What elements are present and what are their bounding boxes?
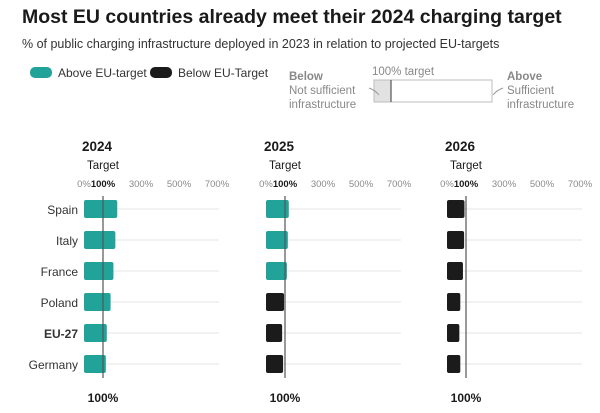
key-below-text-2: infrastructure [289, 99, 356, 111]
panel-2024-bar-france [84, 262, 114, 280]
panel-2024-bar-poland [84, 293, 111, 311]
key-target-label: 100% target [372, 66, 435, 78]
panel-2025-tick-100: 100% [273, 179, 298, 190]
key-range-box [373, 79, 493, 103]
panel-2024-tick-100: 100% [91, 179, 116, 190]
category-label-germany: Germany [29, 358, 78, 372]
legend-swatch-below [150, 67, 172, 78]
panel-2026-bar-italy [447, 231, 465, 249]
key-below-arrow [368, 87, 380, 96]
panel-2025-bar-france [266, 262, 287, 280]
panel-2025-tick-300: 300% [311, 179, 336, 190]
panel-2024-tick-500: 500% [167, 179, 192, 190]
panel-2026-tick-700: 700% [568, 179, 593, 190]
panel-2025-target-label: Target [269, 160, 302, 172]
panel-2024-title: 2024 [82, 139, 113, 154]
panel-2026-bar-poland [447, 293, 461, 311]
panel-2025-title: 2025 [264, 139, 295, 154]
chart-subtitle: % of public charging infrastructure depl… [22, 37, 500, 51]
panel-2024-target-label: Target [87, 160, 120, 172]
panel-2025-tick-0: 0% [259, 179, 273, 190]
panel-2026-bar-germany [447, 355, 461, 373]
panel-2026-target-bottom-label: 100% [451, 391, 482, 405]
panel-2026-tick-300: 300% [492, 179, 517, 190]
panel-2026-target-label: Target [450, 160, 483, 172]
key-above-arrow [492, 87, 504, 96]
panel-2024-tick-0: 0% [77, 179, 91, 190]
panel-2025-tick-700: 700% [387, 179, 412, 190]
key-below-zone [373, 79, 392, 103]
panel-2024-tick-700: 700% [205, 179, 230, 190]
category-label-italy: Italy [56, 234, 78, 248]
panel-2026-bar-france [447, 262, 463, 280]
panel-2026-tick-0: 0% [440, 179, 454, 190]
target-key: 100% target Below Not sufficient infrast… [289, 66, 574, 111]
key-above-text-2: infrastructure [507, 99, 574, 111]
chart-panels: Spain Italy France Poland EU-27 Germany 2024 Ta… [29, 139, 593, 405]
category-label-eu-27: EU-27 [44, 327, 78, 341]
panel-2025-bar-poland [266, 293, 285, 311]
key-above-heading: Above [507, 71, 542, 83]
panel-2026-tick-100: 100% [454, 179, 479, 190]
key-below-text-1: Not sufficient [289, 85, 356, 97]
panel-2024-tick-300: 300% [129, 179, 154, 190]
panel-2024-target-bottom-label: 100% [88, 391, 119, 405]
category-label-poland: Poland [41, 296, 78, 310]
panel-2024-bar-eu-27 [84, 324, 107, 342]
panel-2024-bar-spain [84, 200, 118, 218]
panel-2026-title: 2026 [445, 139, 476, 154]
panel-2025-bar-spain [266, 200, 289, 218]
panel-2026-tick-500: 500% [530, 179, 555, 190]
panel-2025-bar-eu-27 [266, 324, 283, 342]
panel-2025-bar-germany [266, 355, 284, 373]
key-above-text-1: Sufficient [507, 85, 555, 97]
legend-swatch-above [30, 67, 52, 78]
panel-2026-bar-eu-27 [447, 324, 460, 342]
chart-title: Most EU countries already meet their 202… [22, 6, 562, 28]
category-label-france: France [41, 265, 79, 279]
panel-2025-tick-500: 500% [349, 179, 374, 190]
legend-label-above: Above EU-target [58, 66, 147, 80]
category-label-spain: Spain [47, 203, 78, 217]
panel-2024-bar-italy [84, 231, 116, 249]
panel-2024-bar-germany [84, 355, 106, 373]
panel-2025-bar-italy [266, 231, 288, 249]
panel-2025-target-bottom-label: 100% [270, 391, 301, 405]
key-below-heading: Below [289, 71, 323, 83]
panel-2026-bar-spain [447, 200, 465, 218]
legend-label-below: Below EU-Target [178, 66, 269, 80]
